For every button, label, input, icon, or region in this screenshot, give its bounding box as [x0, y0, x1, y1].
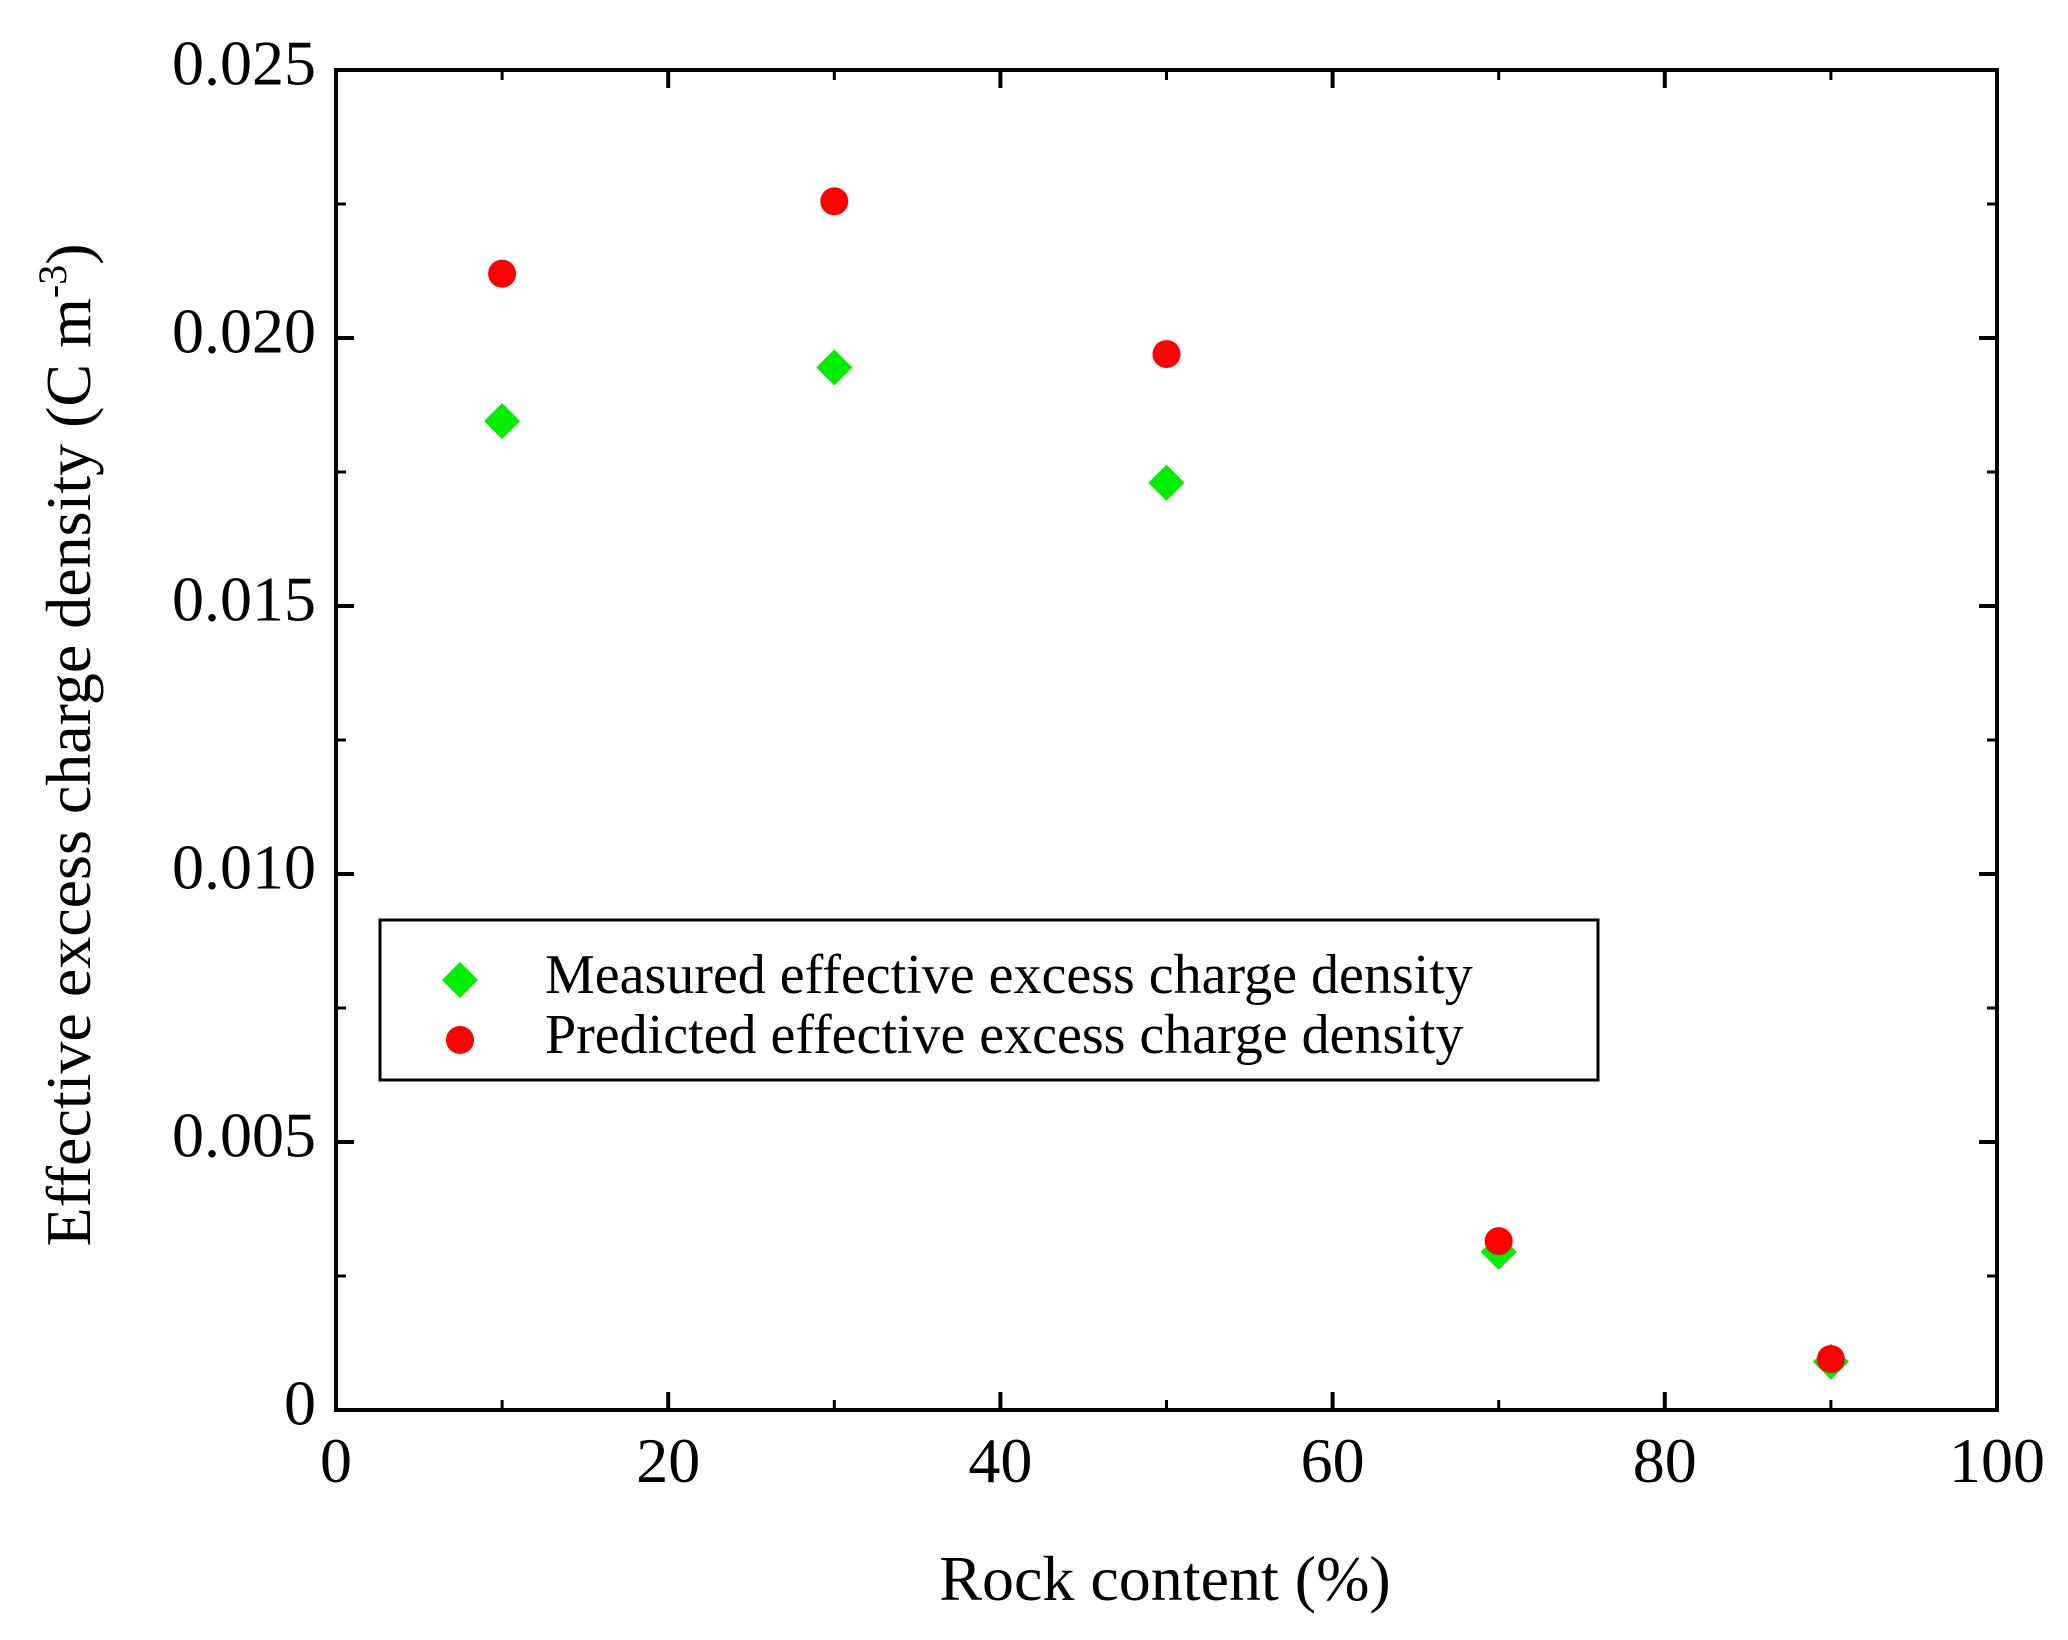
data-point-measured — [816, 349, 853, 386]
y-tick-label: 0.010 — [172, 832, 316, 903]
x-tick-label: 20 — [636, 1425, 700, 1496]
x-tick-label: 60 — [1301, 1425, 1365, 1496]
legend: Measured effective excess charge density… — [378, 918, 1600, 1082]
x-tick-label: 40 — [968, 1425, 1032, 1496]
axis-layer: 0 20 40 60 80 100 0 0.005 0.010 0.015 0.020 0.025 — [172, 28, 2045, 1496]
legend-marker-measured — [442, 962, 478, 998]
x-tick-label: 0 — [320, 1425, 352, 1496]
data-point-predicted — [1816, 1345, 1845, 1374]
y-tick-label: 0.015 — [172, 564, 316, 635]
y-axis-title-close: ) — [33, 243, 104, 264]
y-axis-title: Effective excess charge density (C m-3) — [30, 243, 104, 1246]
series-layer — [484, 187, 1849, 1380]
y-tick-label: 0 — [284, 1368, 316, 1439]
data-point-predicted — [1152, 340, 1181, 369]
x-tick-label: 80 — [1633, 1425, 1697, 1496]
x-tick-label: 100 — [1949, 1425, 2045, 1496]
y-tick-label: 0.025 — [172, 28, 316, 99]
plot-frame — [334, 68, 1999, 1412]
legend-box — [378, 918, 1600, 1082]
y-axis-title-main: Effective excess charge density (C m — [33, 298, 104, 1246]
y-tick-label: 0.005 — [172, 1100, 316, 1171]
legend-label-predicted: Predicted effective excess charge densit… — [545, 1004, 1463, 1066]
data-point-measured — [1148, 464, 1185, 501]
data-point-predicted — [820, 187, 849, 216]
legend-marker-predicted — [446, 1026, 474, 1054]
y-axis-title-superscript: -3 — [30, 265, 75, 298]
y-tick-label: 0.020 — [172, 296, 316, 367]
data-point-predicted — [488, 259, 517, 288]
x-axis-title: Rock content (%) — [939, 1543, 1390, 1614]
legend-label-measured: Measured effective excess charge density — [545, 944, 1473, 1006]
data-point-predicted — [1484, 1227, 1513, 1256]
data-point-measured — [484, 403, 521, 440]
